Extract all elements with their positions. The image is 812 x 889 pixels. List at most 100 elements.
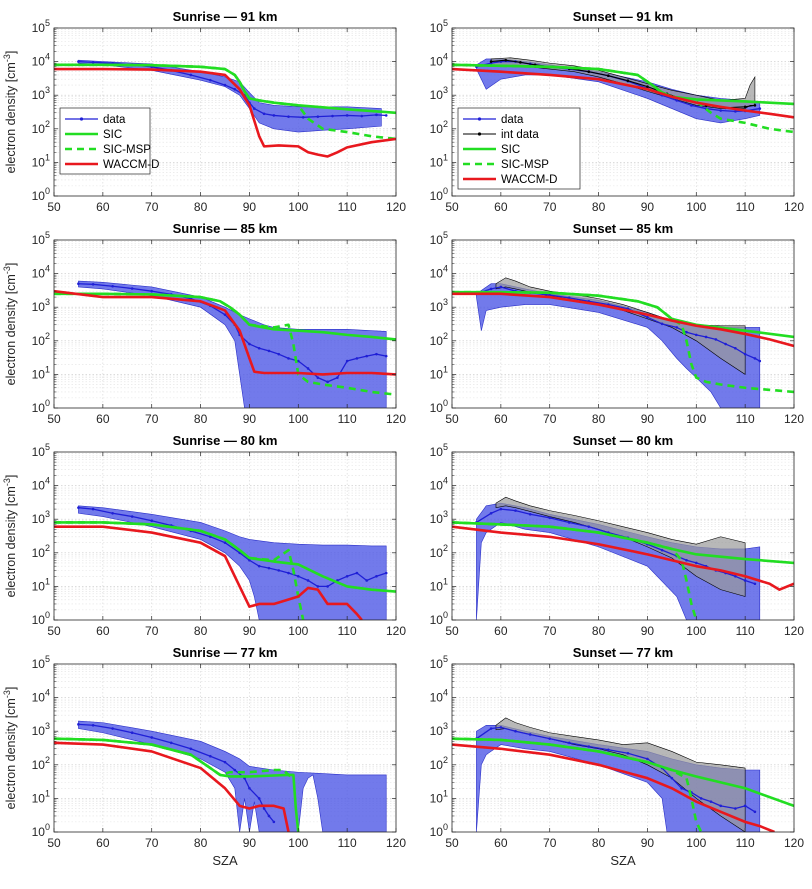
- series-point-data: [150, 736, 154, 739]
- y-tick-label: 102: [430, 755, 448, 772]
- x-tick-label: 110: [736, 200, 755, 214]
- y-tick-label: 102: [32, 331, 50, 348]
- series-point-data: [499, 285, 503, 289]
- series-point-data: [77, 506, 80, 509]
- y-tick-exponent: 1: [45, 788, 50, 798]
- series-point-data: [77, 60, 80, 63]
- series-point-data: [734, 574, 737, 578]
- series-point-data: [326, 585, 329, 588]
- x-tick-label: 100: [288, 836, 308, 850]
- series-point-data: [680, 786, 683, 790]
- series-point-data: [384, 114, 388, 117]
- series-line-sic: [54, 521, 396, 593]
- y-tick-exponent: 2: [443, 755, 448, 765]
- y-tick-label: 101: [32, 364, 50, 381]
- series-point-data: [189, 747, 193, 751]
- y-tick-exponent: 2: [443, 331, 448, 341]
- series-point-data: [514, 509, 517, 512]
- series-point-data: [169, 741, 173, 745]
- x-tick-label: 90: [243, 200, 257, 214]
- series-point-data: [528, 733, 532, 736]
- x-tick-label: 80: [592, 412, 606, 426]
- series-point-data: [694, 333, 698, 337]
- y-tick-exponent: 4: [45, 264, 50, 274]
- x-tick-label: 50: [47, 200, 61, 214]
- y-tick-label: 102: [32, 119, 50, 136]
- series-point-data: [675, 99, 679, 102]
- legend-label: int data: [501, 129, 539, 141]
- y-tick-label: 101: [32, 788, 50, 805]
- series-point-data: [528, 512, 532, 516]
- y-tick-label: 101: [430, 576, 448, 593]
- series-line-sic: [452, 63, 794, 106]
- series-point-data: [296, 574, 300, 578]
- y-tick-exponent: 0: [443, 822, 448, 832]
- series-point-data: [753, 810, 757, 814]
- y-tick-label: 104: [32, 52, 50, 69]
- y-axis-label: electron density [cm-3]: [2, 475, 18, 598]
- series-line-waccm: [452, 743, 775, 832]
- series-point-data: [694, 561, 698, 565]
- series-point-data: [384, 354, 388, 358]
- series-point-data: [719, 804, 723, 808]
- legend-label: data: [103, 114, 126, 126]
- legend-label: SIC-MSP: [501, 159, 549, 171]
- y-tick-exponent: 0: [443, 186, 448, 196]
- series-point-data: [753, 357, 757, 360]
- series-point-data: [499, 507, 503, 511]
- x-tick-label: 60: [494, 200, 508, 214]
- series-point-data: [287, 357, 290, 360]
- y-tick-label: 103: [32, 85, 50, 102]
- series-point-data: [111, 511, 114, 515]
- series-point-int-data: [607, 74, 610, 78]
- y-axis-label: electron density [cm-3]: [2, 687, 18, 810]
- series-point-data: [91, 723, 95, 727]
- y-tick-label: 103: [32, 509, 50, 526]
- series-point-data: [257, 797, 261, 800]
- y-tick-label: 104: [430, 688, 448, 705]
- x-tick-label: 80: [194, 200, 208, 214]
- y-tick-label: 104: [430, 264, 448, 281]
- series-point-data: [365, 354, 368, 358]
- legend-label: WACCM-D: [103, 159, 159, 171]
- series-point-data: [272, 820, 276, 824]
- y-tick-label: 103: [430, 85, 448, 102]
- series-point-data: [489, 511, 493, 515]
- x-tick-label: 60: [96, 200, 110, 214]
- x-tick-label: 120: [386, 200, 406, 214]
- x-tick-label: 110: [338, 412, 357, 426]
- y-tick-exponent: 2: [443, 119, 448, 129]
- series-point-data: [714, 338, 718, 341]
- y-tick-label: 101: [430, 364, 448, 381]
- y-tick-exponent: 0: [45, 398, 50, 408]
- series-point-data: [743, 352, 747, 356]
- series-point-data: [489, 287, 493, 291]
- series-point-data: [734, 110, 737, 113]
- series-point-data: [660, 548, 664, 552]
- x-tick-label: 90: [243, 624, 257, 638]
- x-tick-label: 100: [288, 412, 308, 426]
- x-tick-label: 110: [338, 836, 357, 850]
- x-tick-label: 90: [243, 836, 257, 850]
- series-point-data: [587, 525, 591, 528]
- series-point-data: [233, 768, 237, 772]
- axes-frame: [451, 239, 795, 409]
- series-point-data: [646, 757, 649, 761]
- x-tick-label: 80: [194, 412, 208, 426]
- x-tick-label: 60: [96, 412, 110, 426]
- series-point-data: [316, 376, 320, 379]
- series-line-sic: [452, 290, 794, 339]
- series-line-sic: [452, 521, 794, 565]
- series-point-data: [209, 78, 212, 82]
- y-tick-exponent: 4: [443, 476, 448, 486]
- series-point-data: [253, 107, 256, 110]
- y-tick-label: 103: [430, 721, 448, 738]
- series-point-data: [365, 579, 368, 582]
- x-tick-label: 50: [47, 624, 61, 638]
- legend-label: SIC-MSP: [103, 144, 151, 156]
